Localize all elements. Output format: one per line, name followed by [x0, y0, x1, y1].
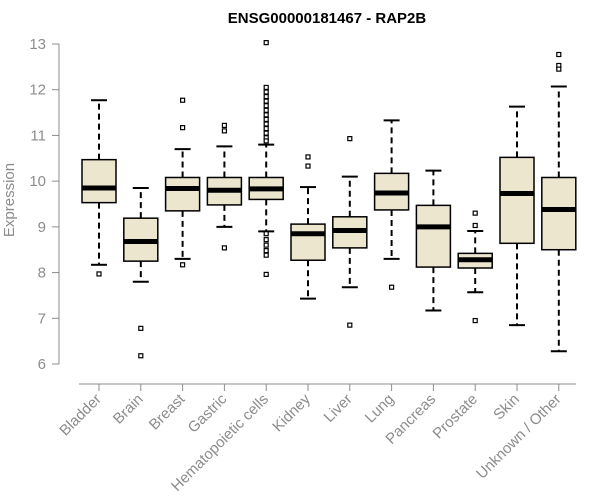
- outlier-point: [180, 97, 186, 103]
- y-tick-label: 9: [38, 219, 46, 236]
- x-tick-label: Kidney: [269, 390, 314, 435]
- outlier-point: [221, 128, 227, 134]
- outlier-point: [263, 130, 269, 136]
- x-tick-label: Liver: [321, 391, 356, 426]
- outlier-point: [263, 231, 269, 237]
- iqr-box: [81, 158, 117, 204]
- outlier-point: [96, 271, 102, 277]
- outlier-point: [138, 325, 144, 331]
- x-tick-label: Lung: [362, 391, 398, 427]
- outlier-point: [263, 89, 269, 95]
- outlier-point: [263, 112, 269, 118]
- outlier-point: [263, 107, 269, 113]
- iqr-box: [290, 223, 326, 261]
- iqr-box: [541, 176, 577, 251]
- x-tick-label: Breast: [146, 390, 189, 433]
- outlier-point: [263, 93, 269, 100]
- outlier-point: [263, 252, 269, 258]
- outlier-point: [472, 222, 478, 229]
- outlier-point: [347, 322, 353, 328]
- box-prostate: [457, 210, 493, 324]
- outlier-point: [389, 284, 395, 290]
- box-brain: [123, 187, 159, 359]
- outlier-point: [263, 248, 269, 254]
- box-pancreas: [415, 169, 452, 312]
- y-tick-label: 6: [38, 356, 46, 373]
- outlier-point: [263, 271, 269, 277]
- boxes: [81, 40, 577, 359]
- outlier-point: [221, 122, 227, 128]
- y-axis-label: Expression: [1, 163, 18, 237]
- outlier-point: [180, 262, 186, 268]
- outlier-point: [472, 317, 478, 324]
- box-skin: [499, 105, 535, 327]
- y-tick-label: 12: [29, 82, 46, 99]
- y-tick-label: 11: [30, 127, 46, 144]
- outlier-point: [221, 245, 227, 251]
- outlier-point: [472, 210, 478, 216]
- y-tick-label: 8: [38, 265, 46, 282]
- y-tick-label: 10: [29, 173, 46, 190]
- y-ticks: 6 7 8 9 10 11 12 13: [29, 36, 59, 373]
- y-tick-label: 13: [29, 36, 46, 53]
- outlier-point: [305, 163, 311, 169]
- x-tick-label: Brain: [110, 391, 147, 428]
- box-lung: [373, 119, 410, 290]
- box-liver: [332, 136, 368, 328]
- x-tick-label: Skin: [490, 391, 523, 424]
- x-tick-label: Bladder: [56, 391, 105, 440]
- y-tick-label: 7: [38, 310, 46, 327]
- box-breast: [164, 97, 201, 268]
- iqr-box: [164, 176, 201, 212]
- outlier-point: [263, 138, 269, 144]
- outlier-point: [263, 98, 269, 104]
- x-tick-label: Prostate: [429, 391, 481, 443]
- outlier-point: [263, 84, 269, 91]
- outlier-point: [263, 121, 269, 127]
- box-bladder: [81, 99, 117, 277]
- outlier-point: [305, 154, 311, 160]
- iqr-box: [499, 156, 535, 245]
- outlier-point: [556, 51, 562, 58]
- iqr-box: [415, 204, 452, 268]
- outlier-point: [263, 103, 269, 109]
- chart-title: ENSG00000181467 - RAP2B: [228, 10, 427, 27]
- outlier-point: [347, 136, 353, 142]
- box-unknown-other: [541, 51, 577, 353]
- box-hematopoietic-cells: [248, 40, 284, 277]
- box-gastric: [206, 122, 243, 251]
- outlier-point: [263, 237, 269, 243]
- outlier-point: [263, 125, 269, 132]
- outlier-point: [556, 66, 562, 72]
- outlier-point: [263, 242, 269, 248]
- outlier-point: [180, 125, 186, 131]
- outlier-point: [263, 40, 269, 46]
- outlier-point: [263, 116, 269, 123]
- outlier-point: [138, 353, 144, 359]
- box-kidney: [290, 154, 326, 300]
